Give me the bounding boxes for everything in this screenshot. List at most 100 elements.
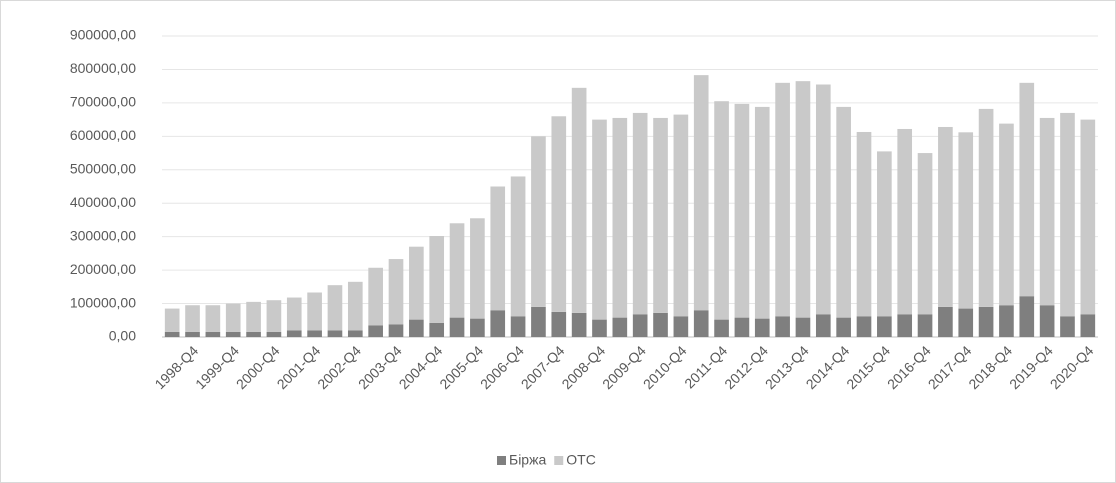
bar-segment — [693, 310, 709, 337]
bar-segment — [327, 330, 343, 337]
bar-segment — [815, 314, 831, 337]
bar-segment — [388, 259, 404, 325]
bar-segment — [307, 292, 322, 331]
bar-segment — [409, 319, 424, 337]
y-tick-label: 900000,00 — [70, 27, 136, 43]
bar-segment — [1019, 82, 1035, 297]
bar-segment — [775, 316, 790, 337]
bar-segment — [185, 305, 200, 332]
bar-segment — [246, 301, 261, 332]
bar-segment — [653, 312, 668, 337]
bar-segment — [490, 186, 506, 311]
bar-segment — [795, 317, 811, 337]
bar-segment — [246, 331, 261, 337]
bar-segment — [409, 246, 424, 320]
bar-segment — [714, 101, 729, 320]
y-tick-label: 500000,00 — [70, 160, 136, 176]
bar-segment — [470, 318, 485, 337]
bar-segment — [1060, 316, 1075, 337]
legend-label: Біржа — [509, 452, 546, 468]
bar-segment — [225, 331, 241, 337]
bar-segment — [958, 308, 974, 337]
bar-segment — [978, 108, 994, 307]
bar-segment — [1060, 112, 1075, 317]
bar-segment — [673, 114, 689, 317]
bar-segment — [571, 87, 587, 313]
bar-segment — [836, 106, 851, 318]
bar-segment — [429, 322, 445, 337]
y-tick-label: 700000,00 — [70, 94, 136, 110]
y-tick-label: 200000,00 — [70, 261, 136, 277]
bar-segment — [877, 316, 892, 337]
bar-segment — [164, 308, 180, 332]
bar-segment — [612, 317, 628, 337]
bar-segment — [775, 82, 790, 317]
bar-segment — [632, 314, 648, 337]
bar-segment — [185, 331, 200, 337]
bar-segment — [958, 132, 974, 309]
bar-segment — [1080, 314, 1096, 337]
bar-segment — [1039, 305, 1055, 337]
bar-segment — [856, 316, 872, 337]
bar-segment — [815, 84, 831, 315]
bar-segment — [795, 81, 811, 318]
bar-segment — [307, 330, 322, 337]
bar-segment — [754, 318, 770, 337]
bar-segment — [266, 331, 282, 337]
bar-segment — [327, 285, 343, 331]
bar-segment — [978, 306, 994, 337]
bar-segment — [286, 330, 302, 337]
bar-segment — [449, 223, 465, 318]
bar-segment — [897, 128, 913, 315]
bar-segment — [938, 306, 953, 337]
bar-segment — [693, 75, 709, 311]
bar-segment — [734, 317, 750, 337]
bar-segment — [1039, 117, 1055, 306]
bar-segment — [347, 330, 363, 337]
bar-segment — [938, 126, 953, 307]
bar-segment — [592, 119, 607, 320]
bar-segment — [612, 117, 628, 318]
bar-segment — [734, 103, 750, 318]
bar-segment — [205, 305, 221, 332]
bar-segment — [531, 306, 546, 337]
bar-segment — [999, 305, 1014, 337]
y-tick-label: 600000,00 — [70, 127, 136, 143]
bar-segment — [429, 235, 445, 323]
bar-segment — [490, 310, 506, 337]
bar-segment — [510, 176, 526, 317]
bar-segment — [1080, 119, 1096, 315]
bar-segment — [368, 325, 383, 337]
bar-segment — [877, 151, 892, 317]
bar-segment — [673, 316, 689, 337]
bar-segment — [205, 331, 221, 337]
y-tick-label: 800000,00 — [70, 60, 136, 76]
bar-segment — [897, 314, 913, 337]
bar-segment — [754, 106, 770, 319]
y-tick-label: 100000,00 — [70, 294, 136, 310]
bar-segment — [510, 316, 526, 337]
bar-segment — [999, 123, 1014, 306]
bar-segment — [571, 312, 587, 337]
bar-segment — [836, 317, 851, 337]
bar-segment — [632, 112, 648, 315]
bar-segment — [1019, 296, 1035, 337]
bar-segment — [917, 314, 933, 337]
bar-segment — [551, 311, 567, 337]
bar-segment — [286, 297, 302, 331]
bar-segment — [388, 324, 404, 337]
bar-segment — [551, 116, 567, 312]
bar-segment — [449, 317, 465, 337]
bar-segment — [347, 281, 363, 331]
bar-segment — [368, 267, 383, 326]
bar-segment — [225, 303, 241, 332]
bar-segment — [266, 300, 282, 332]
y-tick-label: 400000,00 — [70, 194, 136, 210]
legend-swatch — [497, 456, 506, 465]
legend-label: OTC — [566, 452, 596, 468]
y-tick-label: 300000,00 — [70, 227, 136, 243]
y-tick-label: 0,00 — [109, 328, 136, 344]
bar-segment — [653, 117, 668, 313]
bar-segment — [856, 131, 872, 317]
